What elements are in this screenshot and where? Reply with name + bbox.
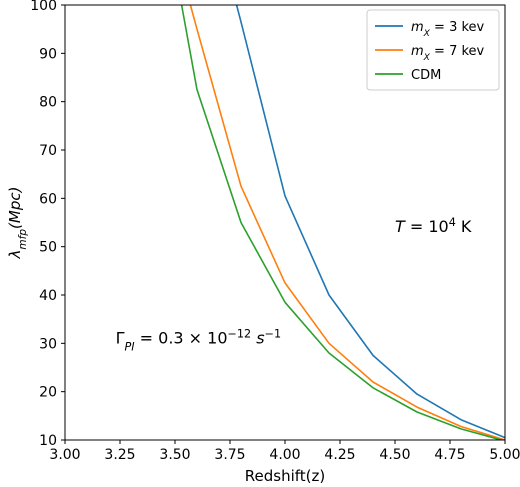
y-tick-label: 70 <box>39 143 57 159</box>
legend-label-2: CDM <box>411 68 441 83</box>
series-line-1 <box>189 5 505 440</box>
y-tick-label: 60 <box>39 191 57 207</box>
legend-box <box>366 9 500 91</box>
y-tick-label: 30 <box>39 336 57 352</box>
legend: mX = 3 kev mX = 7 kev CDM <box>366 9 500 91</box>
legend-label-0: mX = 3 kev <box>411 20 485 39</box>
photoionization-rate-annotation: ΓPI = 0.3 × 10−12 s−1 <box>116 327 282 353</box>
series-line-0 <box>235 5 505 439</box>
x-tick-label: 4.50 <box>379 447 410 463</box>
y-tick-label: 80 <box>39 95 57 111</box>
series-line-2 <box>180 5 505 440</box>
y-tick-label: 40 <box>39 288 57 304</box>
x-tick-label: 4.25 <box>324 447 355 463</box>
x-tick-label: 3.25 <box>104 447 135 463</box>
y-tick-label: 20 <box>39 385 57 401</box>
x-tick-label: 3.00 <box>49 447 80 463</box>
y-axis-label: λmfp(Mpc) <box>6 187 29 260</box>
annotations: T = 104 K ΓPI = 0.3 × 10−12 s−1 <box>116 216 472 353</box>
y-tick-label: 50 <box>39 240 57 256</box>
y-tick-label: 100 <box>30 0 57 14</box>
y-tick-label: 10 <box>39 433 57 449</box>
y-tick-label: 90 <box>39 46 57 62</box>
plot-area <box>180 5 505 440</box>
axes: 3.00 3.25 3.50 3.75 4.00 4.25 4.50 4.75 5.00 10 20… <box>6 0 520 485</box>
x-axis-label: Redshift(z) <box>245 467 325 485</box>
x-tick-label: 3.75 <box>214 447 245 463</box>
legend-label-1: mX = 7 kev <box>411 44 485 63</box>
temperature-annotation: T = 104 K <box>395 216 472 237</box>
x-tick-label: 5.00 <box>489 447 520 463</box>
x-tick-label: 4.00 <box>269 447 300 463</box>
x-tick-label: 3.50 <box>159 447 190 463</box>
x-tick-label: 4.75 <box>434 447 465 463</box>
